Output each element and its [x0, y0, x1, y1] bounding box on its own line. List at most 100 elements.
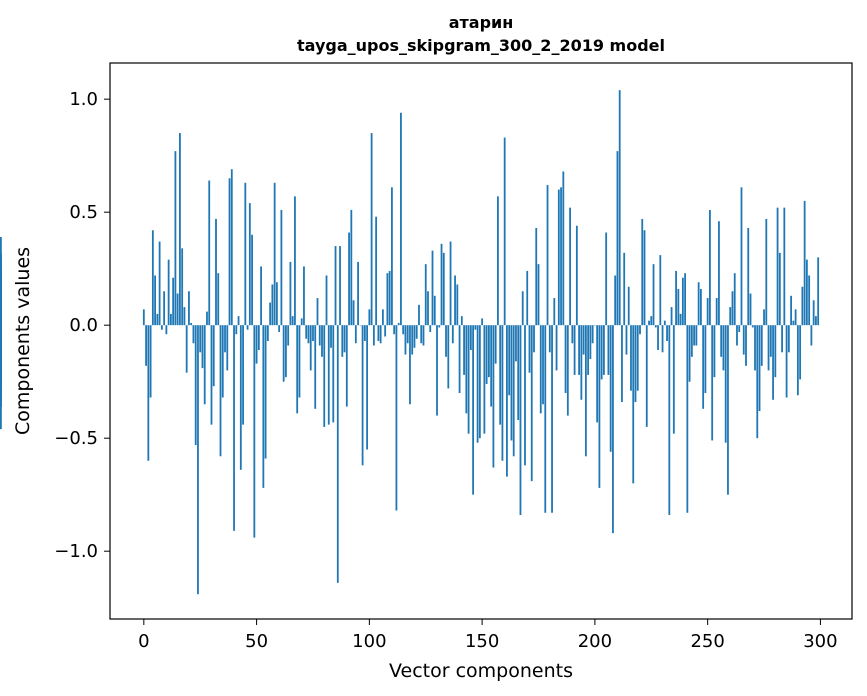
- bar-114: [400, 112, 402, 326]
- bar-103: [375, 216, 378, 326]
- bar-224: [648, 320, 650, 326]
- bar-199: [591, 325, 594, 344]
- bar-65: [289, 261, 292, 326]
- bar-109: [388, 270, 391, 326]
- bar-157: [497, 196, 499, 326]
- bar-163: [510, 325, 513, 441]
- bar-192: [575, 225, 578, 326]
- bar-21: [190, 322, 193, 326]
- bar-133: [442, 252, 445, 326]
- bar-213: [623, 252, 626, 326]
- bar-2: [147, 325, 150, 461]
- bar-46: [246, 325, 249, 330]
- bar-104: [377, 325, 380, 341]
- bar-242: [688, 325, 691, 382]
- bar-232: [666, 325, 668, 341]
- bar-153: [487, 325, 490, 378]
- bar-99: [366, 325, 368, 450]
- bar-253: [713, 325, 716, 378]
- bar-183: [555, 325, 558, 371]
- bar-124: [422, 325, 425, 346]
- bar-76: [314, 325, 317, 409]
- bar-271: [754, 325, 756, 371]
- bar-189: [569, 207, 571, 326]
- bar-50: [255, 325, 258, 364]
- bar-291: [799, 325, 802, 380]
- bar-172: [530, 325, 533, 482]
- bar-156: [494, 325, 497, 364]
- bar-105: [379, 325, 382, 344]
- bar-141: [460, 316, 463, 326]
- bar-264: [738, 325, 741, 332]
- bar-123: [420, 325, 423, 344]
- bar-108: [386, 273, 389, 326]
- bar-241: [686, 325, 689, 513]
- bar-95: [357, 261, 359, 326]
- bar-222: [643, 230, 646, 326]
- bar-276: [765, 218, 768, 326]
- bar-70: [300, 318, 303, 326]
- bar-238: [679, 313, 682, 326]
- bar-186: [562, 171, 565, 326]
- bar-125: [424, 264, 427, 326]
- bar-51: [257, 325, 260, 351]
- bar-160: [503, 137, 506, 326]
- bar-245: [695, 325, 698, 346]
- bar-66: [291, 316, 294, 326]
- bar-236: [675, 270, 677, 326]
- bar-150: [481, 318, 484, 326]
- bar-112: [395, 325, 398, 511]
- bar-283: [781, 325, 783, 353]
- bar-265: [740, 187, 743, 326]
- bar-209: [614, 275, 617, 326]
- bar-205: [605, 232, 608, 326]
- y-axis-ticks: −1.0 −0.5 0.0 0.5 1.0: [54, 89, 110, 562]
- bar-79: [321, 325, 323, 357]
- bar-140: [458, 325, 461, 393]
- bar-73: [307, 325, 310, 344]
- bar-135: [447, 325, 450, 389]
- bar-191: [573, 325, 576, 375]
- bar-11: [167, 259, 170, 326]
- bar-289: [794, 309, 797, 326]
- bar-82: [327, 325, 330, 425]
- bar-215: [627, 286, 630, 326]
- bar-98: [363, 325, 366, 341]
- bar-170: [526, 270, 529, 326]
- bar-136: [449, 241, 452, 326]
- bar-259: [727, 325, 729, 495]
- plot-frame: [109, 62, 853, 620]
- bar-39: [230, 169, 233, 326]
- bar-262: [733, 273, 736, 326]
- bar-78: [318, 325, 321, 346]
- bar-258: [724, 325, 727, 443]
- bar-18: [183, 307, 186, 326]
- bar-64: [287, 325, 290, 346]
- bar-282: [778, 252, 781, 326]
- y-tick-label: −0.5: [54, 428, 98, 449]
- bar-89: [343, 325, 346, 353]
- bar-187: [564, 325, 567, 393]
- bar-233: [668, 325, 671, 516]
- bar-127: [429, 325, 432, 332]
- bar-269: [749, 293, 752, 326]
- bar-203: [600, 325, 603, 380]
- bar-145: [469, 325, 472, 351]
- bar-198: [589, 325, 592, 360]
- bar-35: [221, 325, 224, 398]
- bar-19: [185, 325, 188, 373]
- bar-188: [566, 325, 569, 416]
- bar-248: [702, 325, 705, 409]
- bar-228: [657, 325, 659, 351]
- bar-212: [621, 325, 623, 403]
- bar-52: [260, 266, 262, 326]
- bar-53: [262, 325, 265, 488]
- bar-37: [226, 325, 229, 371]
- bar-151: [483, 325, 486, 434]
- bar-45: [244, 182, 247, 326]
- bar-28: [206, 311, 208, 326]
- bar-61: [280, 209, 283, 326]
- bar-27: [203, 325, 206, 405]
- bar-9: [163, 291, 166, 326]
- bar-297: [812, 300, 815, 326]
